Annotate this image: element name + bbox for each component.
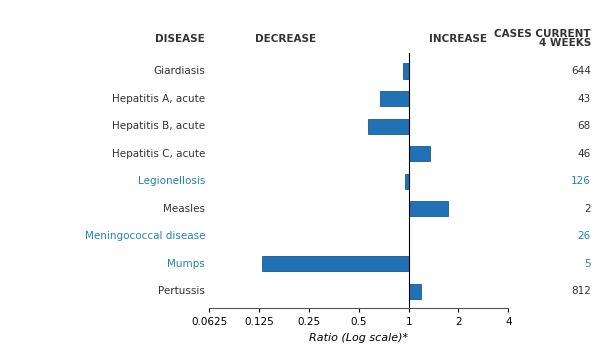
Text: Measles: Measles [163,204,205,214]
Text: 26: 26 [578,231,591,241]
Text: 68: 68 [578,121,591,131]
Bar [404,63,408,79]
Text: INCREASE: INCREASE [429,34,487,44]
Text: Mumps: Mumps [167,259,205,269]
Bar [368,119,408,134]
Bar [408,284,420,299]
Text: 644: 644 [571,66,591,76]
Text: CASES CURRENT: CASES CURRENT [494,29,591,39]
Text: 126: 126 [571,176,591,186]
Bar [408,201,448,216]
Text: Meningococcal disease: Meningococcal disease [84,231,205,241]
Text: 2: 2 [584,204,591,214]
Text: Pertussis: Pertussis [158,286,205,296]
Text: Legionellosis: Legionellosis [138,176,205,186]
Text: 43: 43 [578,93,591,104]
Text: 812: 812 [571,286,591,296]
Bar [262,256,408,272]
Text: 4 WEEKS: 4 WEEKS [539,39,591,48]
Text: DECREASE: DECREASE [255,34,316,44]
Text: Hepatitis C, acute: Hepatitis C, acute [112,149,205,159]
Text: Giardiasis: Giardiasis [153,66,205,76]
Bar [408,146,430,161]
Text: DISEASE: DISEASE [155,34,205,44]
Text: Hepatitis B, acute: Hepatitis B, acute [112,121,205,131]
Bar [405,174,408,189]
Bar [380,91,408,106]
Text: 5: 5 [584,259,591,269]
Text: 46: 46 [578,149,591,159]
Text: Hepatitis A, acute: Hepatitis A, acute [112,93,205,104]
X-axis label: Ratio (Log scale)*: Ratio (Log scale)* [309,332,408,343]
